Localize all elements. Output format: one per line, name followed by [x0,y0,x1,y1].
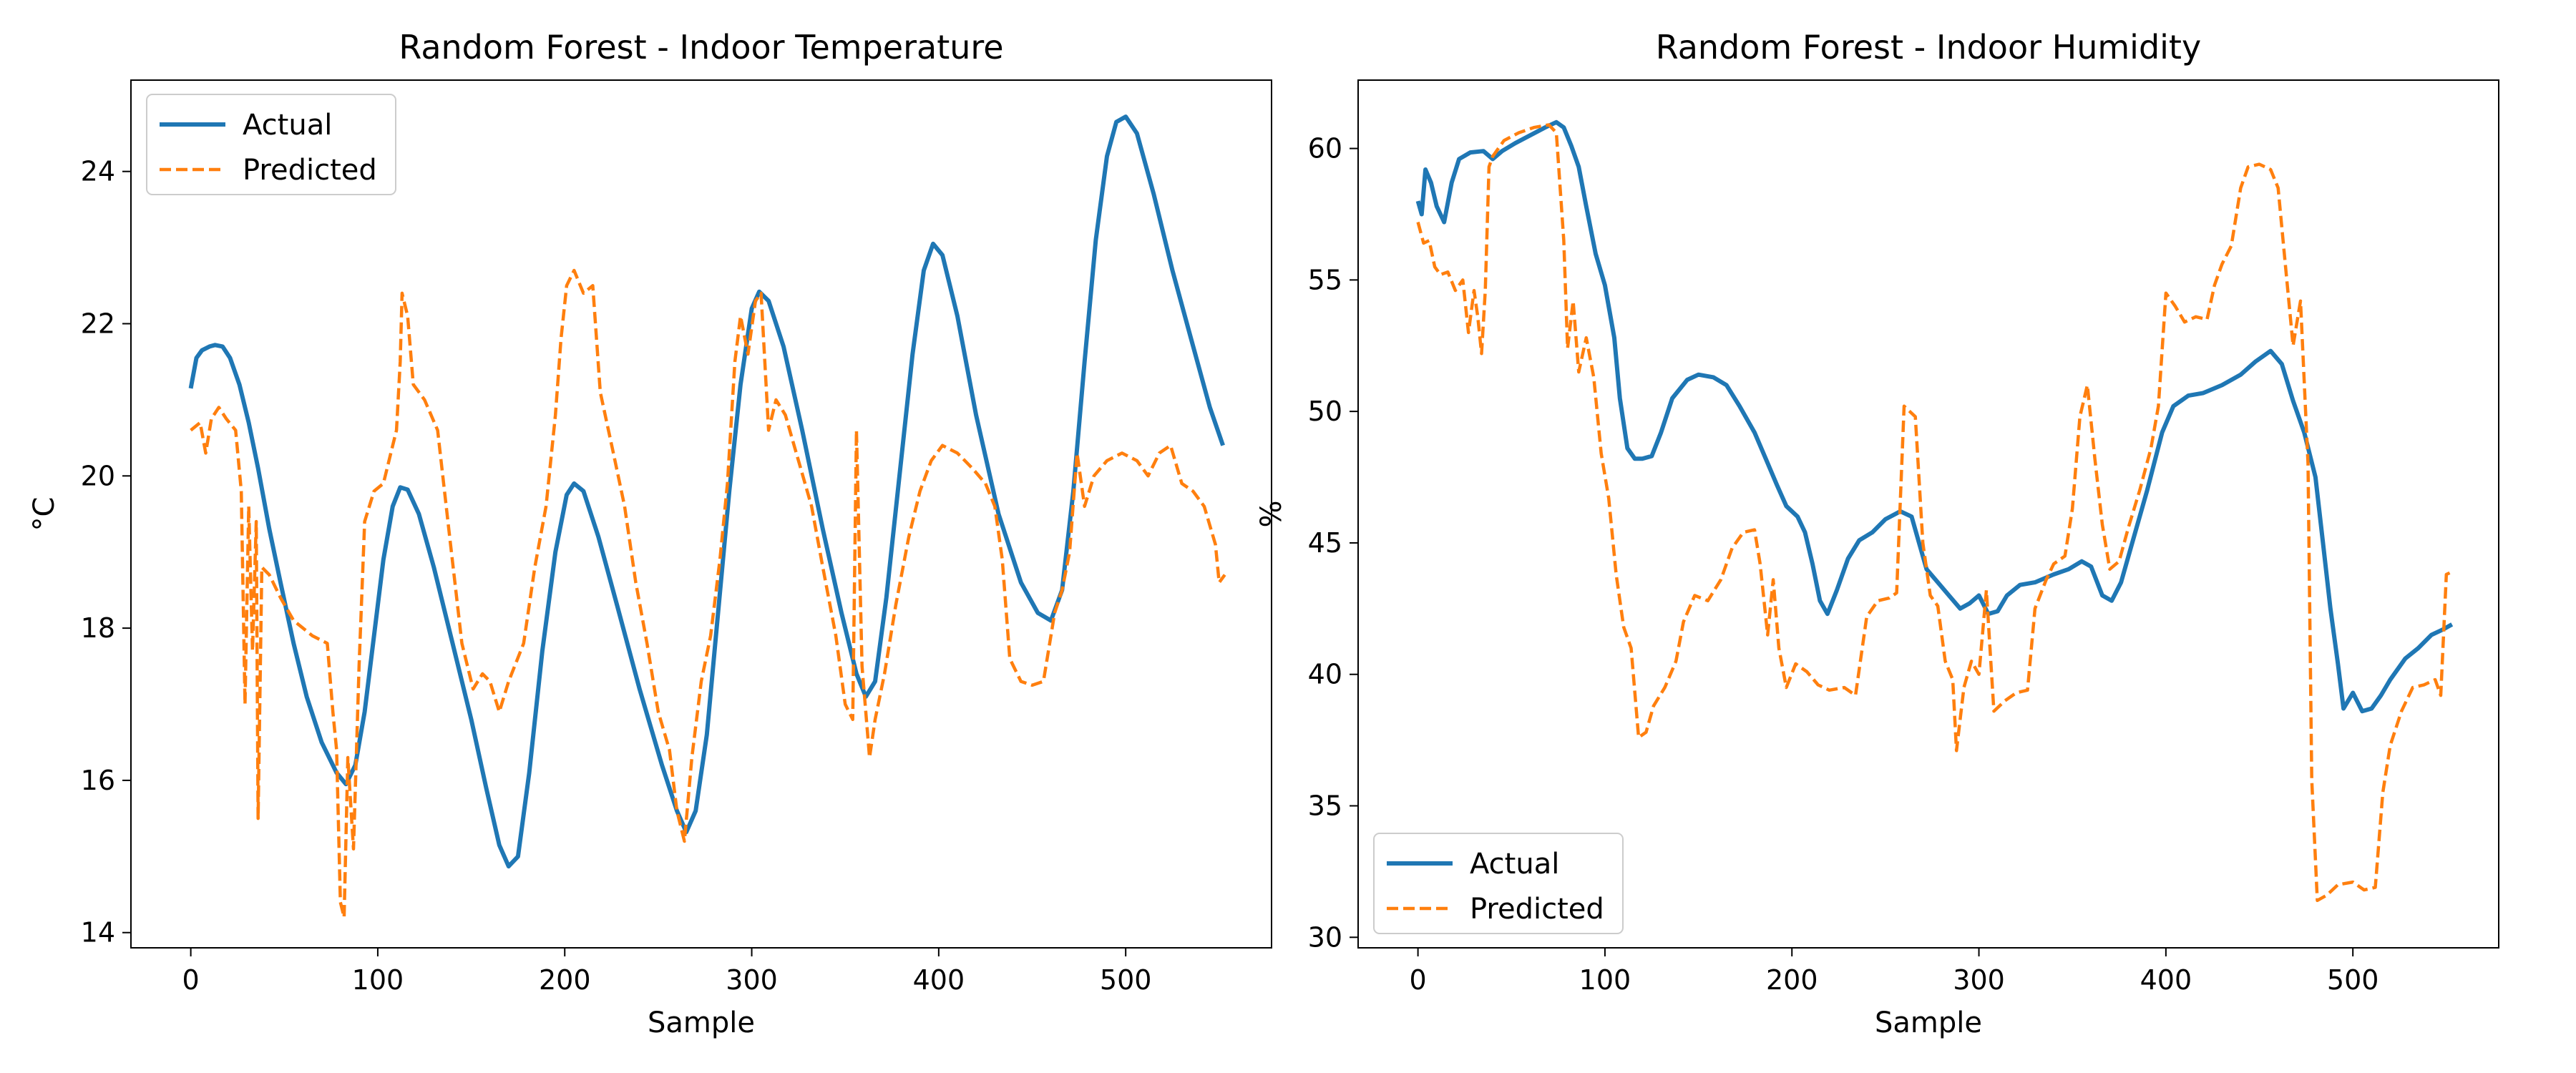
y-axis-label: °C [28,497,61,531]
y-tick-label: 40 [1308,659,1342,690]
y-tick-label: 35 [1308,790,1342,822]
x-tick-label: 100 [1579,964,1631,996]
x-tick-label: 400 [2140,964,2192,996]
x-axis-label: Sample [648,1006,755,1039]
series-line-actual [1415,119,2454,714]
y-tick-label: 16 [81,765,115,796]
x-tick-label: 500 [1100,964,1152,996]
x-axis-label: Sample [1875,1006,1982,1039]
y-tick-label: 22 [81,308,115,339]
y-tick-label: 18 [81,612,115,644]
x-tick-label: 100 [352,964,404,996]
y-tick-label: 24 [81,156,115,187]
plot-frame [130,79,1272,949]
x-tick-label: 400 [913,964,965,996]
y-tick-label: 20 [81,460,115,491]
temperature-chart-panel: Random Forest - Indoor Temperature 0 100 20… [28,28,1272,1039]
series-line-predicted [1416,123,2453,903]
legend-label: Predicted [243,154,377,187]
x-tick-label: 500 [2327,964,2379,996]
series-line-actual [188,114,1225,869]
legend: Actual Predicted [1373,833,1624,934]
legend: Actual Predicted [146,94,396,195]
y-tick-label: 50 [1308,396,1342,427]
y-axis-label: % [1255,500,1288,527]
x-tick-label: 300 [726,964,778,996]
legend-label: Actual [1470,848,1559,881]
series-line-predicted [190,268,1226,919]
y-tick-label: 45 [1308,527,1342,559]
y-tick-label: 55 [1308,264,1342,295]
x-tick-label: 0 [182,964,200,996]
plot-frame [1357,79,2499,949]
y-tick-label: 14 [81,917,115,949]
x-tick-label: 0 [1410,964,1427,996]
x-tick-label: 200 [1766,964,1818,996]
chart-title: Random Forest - Indoor Temperature [399,28,1003,67]
legend-label: Actual [243,109,332,142]
x-tick-label: 200 [539,964,591,996]
legend-label: Predicted [1470,893,1604,926]
x-tick-label: 300 [1953,964,2005,996]
y-tick-label: 60 [1308,133,1342,165]
chart-title: Random Forest - Indoor Humidity [1656,28,2201,67]
y-tick-label: 30 [1308,921,1342,953]
humidity-chart-panel: Random Forest - Indoor Humidity 0 100 200 30… [1255,28,2499,1039]
